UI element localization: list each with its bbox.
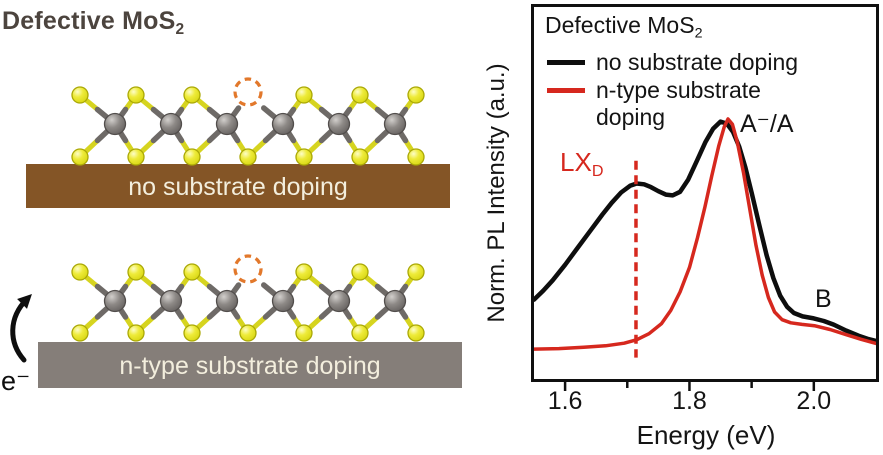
mo-atom xyxy=(103,112,127,136)
electron-label: e⁻ xyxy=(1,366,30,396)
s-atom xyxy=(71,263,89,281)
x-tick-label: 1.8 xyxy=(672,387,707,415)
pl-spectrum-curves xyxy=(534,117,876,358)
mo-atom xyxy=(327,289,351,313)
legend-entry-label: n-type substrate doping xyxy=(596,77,761,131)
lxd-label-text: LX xyxy=(560,147,592,177)
mo-atom xyxy=(383,112,407,136)
s-vacancy-circle xyxy=(233,77,263,107)
s-atom xyxy=(407,86,425,104)
legend-title: Defective MoS2 xyxy=(545,12,798,42)
diagram-title-subscript: 2 xyxy=(175,20,185,38)
pl-curve-no-substrate-doping xyxy=(534,119,876,344)
s-atom xyxy=(295,148,313,166)
legend-title-subscript: 2 xyxy=(694,25,703,42)
black-line-swatch xyxy=(547,59,585,65)
s-atom xyxy=(407,324,425,342)
b-exciton-peak-label: B xyxy=(815,285,832,313)
mos2-structure-diagram: no substrate doping n-type substrate dopi… xyxy=(1,77,462,396)
s-atom xyxy=(351,86,369,104)
lxd-label-subscript: D xyxy=(591,162,604,181)
chart-legend: Defective MoS2 no substrate doping n-typ… xyxy=(545,12,798,132)
mo-atom xyxy=(327,112,351,136)
s-atom xyxy=(127,86,145,104)
s-atom xyxy=(407,148,425,166)
s-atom xyxy=(71,324,89,342)
legend-entry-line1: n-type substrate xyxy=(596,76,761,103)
x-axis-title: Energy (eV) xyxy=(636,420,776,450)
mo-atom xyxy=(271,289,295,313)
s-atom xyxy=(239,148,257,166)
substrate-label: n-type substrate doping xyxy=(119,352,380,380)
x-tick-label: 2.0 xyxy=(796,387,832,415)
s-atom xyxy=(71,148,89,166)
s-atom xyxy=(127,324,145,342)
legend-entry-line2: doping xyxy=(596,103,666,130)
substrate-label: no substrate doping xyxy=(128,173,348,201)
y-axis-label: Norm. PL Intensity (a.u.) xyxy=(483,63,510,323)
legend-title-text: Defective MoS xyxy=(545,12,695,38)
s-atom xyxy=(295,324,313,342)
s-atom xyxy=(407,263,425,281)
electron-transfer-arrow xyxy=(10,294,32,363)
x-axis-ticks xyxy=(563,382,816,391)
pl-curve-n-type-substrate-doping xyxy=(534,117,876,351)
legend-entry-ntype-doping: n-type substrate doping xyxy=(545,77,798,131)
mo-atom xyxy=(159,289,183,313)
mo-atom xyxy=(383,289,407,313)
s-atom xyxy=(351,324,369,342)
mo-atom xyxy=(103,289,127,313)
s-atom xyxy=(239,324,257,342)
substrate-bar xyxy=(26,164,450,208)
s-atom xyxy=(183,148,201,166)
s-atom xyxy=(295,263,313,281)
s-atom xyxy=(71,86,89,104)
pl-spectrum-plot: Defective MoS2 no substrate doping n-typ… xyxy=(531,4,879,382)
mo-atom xyxy=(215,112,239,136)
s-atom xyxy=(183,324,201,342)
red-line-swatch xyxy=(547,87,585,93)
legend-entry-line1: no substrate doping xyxy=(596,48,799,75)
s-atom xyxy=(295,86,313,104)
mo-atom xyxy=(215,289,239,313)
lxd-peak-label: LXD xyxy=(560,147,603,181)
s-atom xyxy=(351,148,369,166)
s-vacancy-circle xyxy=(233,254,263,284)
mo-atom xyxy=(271,112,295,136)
s-atom xyxy=(127,263,145,281)
diagram-title: Defective MoS2 xyxy=(2,7,184,39)
mo-atom xyxy=(159,112,183,136)
legend-entry-label: no substrate doping xyxy=(596,49,798,76)
substrate-bar xyxy=(38,342,462,388)
s-atom xyxy=(183,263,201,281)
diagram-title-text: Defective MoS xyxy=(2,7,176,35)
s-atom xyxy=(183,86,201,104)
s-atom xyxy=(127,148,145,166)
x-tick-label: 1.6 xyxy=(547,387,583,415)
s-atom xyxy=(351,263,369,281)
a-trion-peak-label: A⁻/A xyxy=(740,110,794,138)
legend-entry-no-doping: no substrate doping xyxy=(545,49,798,76)
